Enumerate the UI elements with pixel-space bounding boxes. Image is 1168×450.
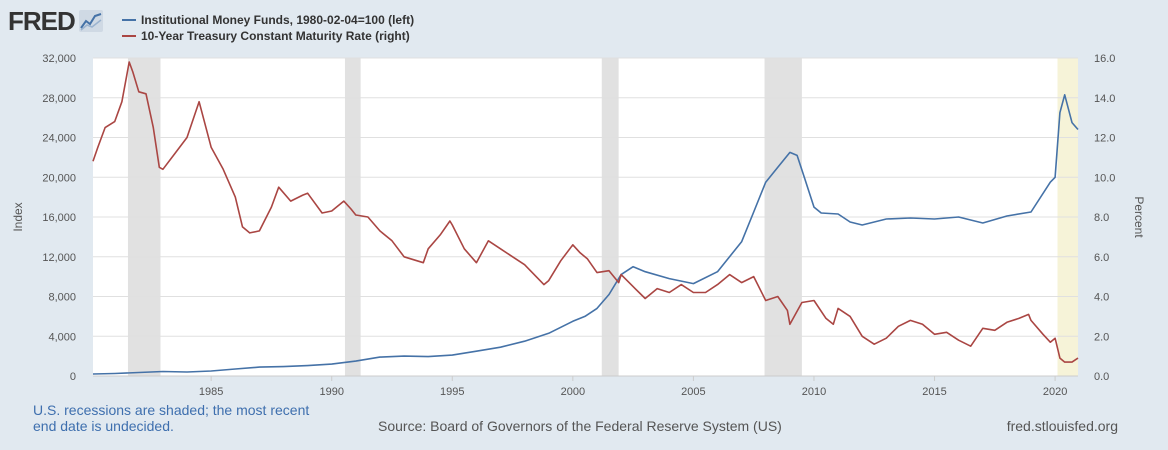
- legend-label-treasury-rate: 10-Year Treasury Constant Maturity Rate …: [141, 29, 410, 43]
- left-tick-label: 16,000: [42, 212, 76, 224]
- series-lines: [92, 61, 1079, 375]
- source-text: Source: Board of Governors of the Federa…: [378, 418, 782, 434]
- left-tick-label: 24,000: [42, 133, 76, 145]
- left-tick-label: 20,000: [42, 172, 76, 184]
- right-tick-label: 8.0: [1094, 212, 1109, 224]
- left-tick-label: 28,000: [42, 93, 76, 105]
- axes: 0 4,000 8,000 12,000 16,000 20,000 24,000 28,00…: [42, 53, 1115, 398]
- legend-label-money-funds: Institutional Money Funds, 1980-02-04=10…: [141, 13, 415, 27]
- legend-item-treasury-rate[interactable]: 10-Year Treasury Constant Maturity Rate …: [122, 28, 414, 44]
- right-tick-label: 6.0: [1094, 252, 1109, 264]
- right-tick-label: 12.0: [1094, 133, 1115, 145]
- legend-swatch-treasury-rate: [122, 35, 136, 37]
- right-tick-label: 2.0: [1094, 331, 1109, 343]
- left-tick-label: 8,000: [48, 292, 76, 304]
- right-axis-label: Percent: [1132, 196, 1146, 238]
- series-line-treasury-rate: [92, 61, 1079, 363]
- right-tick-label: 14.0: [1094, 93, 1115, 105]
- x-tick-label: 2010: [802, 386, 826, 398]
- legend-swatch-money-funds: [122, 19, 136, 21]
- x-tick-label: 1995: [440, 386, 464, 398]
- left-tick-label: 4,000: [48, 331, 76, 343]
- x-tick-label: 1990: [319, 386, 343, 398]
- chart-legend: Institutional Money Funds, 1980-02-04=10…: [122, 12, 414, 44]
- recession-note: U.S. recessions are shaded; the most rec…: [33, 402, 310, 434]
- chart-trend-icon: [78, 10, 103, 32]
- series-line-money-funds: [92, 94, 1079, 375]
- x-tick-label: 2020: [1043, 386, 1067, 398]
- x-tick-label: 2005: [681, 386, 705, 398]
- fred-logo[interactable]: FRED: [8, 6, 103, 36]
- left-tick-label: 32,000: [42, 53, 76, 65]
- fred-site-link[interactable]: fred.stlouisfed.org: [1006, 418, 1118, 434]
- left-tick-label: 12,000: [42, 252, 76, 264]
- right-tick-label: 10.0: [1094, 172, 1115, 184]
- x-tick-label: 2015: [922, 386, 946, 398]
- x-tick-label: 2000: [561, 386, 585, 398]
- right-tick-label: 16.0: [1094, 53, 1115, 65]
- left-axis-label: Index: [11, 202, 25, 231]
- left-tick-label: 0: [70, 371, 76, 383]
- right-tick-label: 4.0: [1094, 292, 1109, 304]
- right-tick-label: 0.0: [1094, 371, 1109, 383]
- fred-logo-text: FRED: [8, 6, 76, 36]
- legend-item-money-funds[interactable]: Institutional Money Funds, 1980-02-04=10…: [122, 12, 414, 28]
- x-tick-label: 1985: [199, 386, 223, 398]
